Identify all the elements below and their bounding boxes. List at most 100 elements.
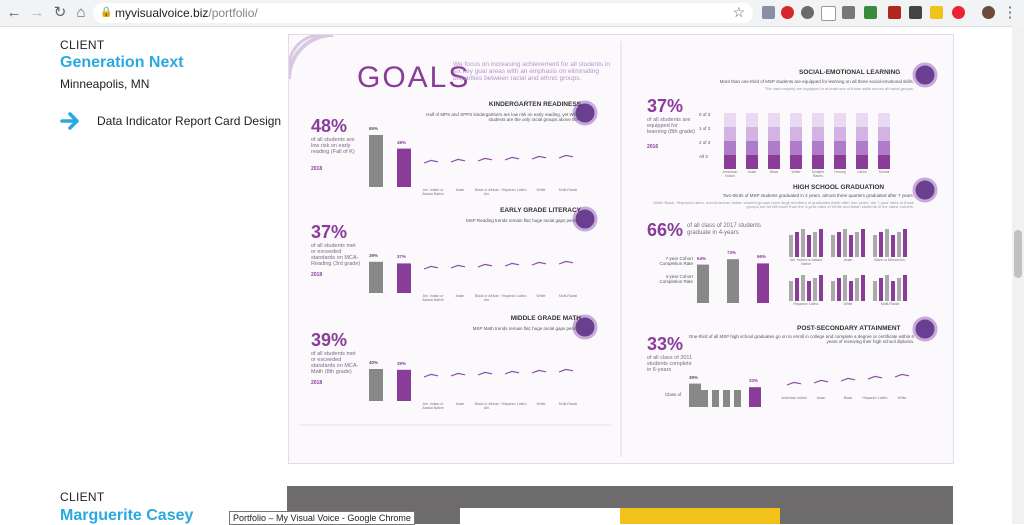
group-label: Asian [455,402,465,406]
report-card-poster[interactable]: GOALS We focus on increasing achievement … [288,34,954,464]
mini-bar [837,232,841,257]
bar [689,383,701,407]
stack-seg [856,141,868,155]
trend-line [867,375,883,380]
mini-bar [789,235,793,257]
pinterest-icon[interactable] [781,6,794,19]
trend-line [504,370,520,375]
section-sub: More than one-third of MSP students are … [719,79,914,84]
scale-label: 2 of 3 [699,140,711,145]
section-year: 2018 [311,272,323,278]
trend-line [504,262,520,267]
page-scrollbar[interactable] [1012,26,1024,524]
project-title[interactable]: Data Indicator Report Card Design [97,114,282,128]
trend-line [423,265,439,270]
trend-line [450,264,466,269]
mini-bar [897,278,901,301]
stack-seg [746,155,758,169]
bar [712,390,719,407]
address-bar[interactable]: 🔒 myvisualvoice.biz/portfolio/ ☆ [93,3,753,23]
group-label: Multi-Racial [558,188,578,192]
pdf-icon[interactable] [888,6,901,19]
bar [369,261,383,293]
profile-avatar[interactable] [982,6,995,19]
group-label: Multiple Races [811,170,825,178]
classof-label: Class of [665,392,682,397]
client-name[interactable]: Generation Next [60,54,184,71]
section-sub: MSP Reading trends remain flat; huge rac… [466,218,581,223]
group-label: Hispanic/ Latino [501,402,527,406]
group-label: Multi-Racial [880,302,900,306]
home-icon[interactable]: ⌂ [76,4,86,21]
reload-icon[interactable]: ↻ [53,4,67,21]
bar-label: 33% [749,378,759,384]
trend-line [840,377,856,382]
back-icon[interactable]: ← [6,4,22,21]
group-label: Am. Indian or Alaska Native [422,402,444,410]
head-icon [912,62,938,88]
mini-bar [837,278,841,301]
section-desc: of all students met or exceeded standard… [311,243,361,268]
stack-seg [724,127,736,141]
mini-bar [807,235,811,257]
mini-bar [801,229,805,257]
preview-panel-white [460,508,620,524]
extension-icon-8[interactable] [909,6,922,19]
group-label: Asian [747,170,757,174]
stack-seg [790,113,802,127]
group-label: American Indian [722,170,738,178]
mini-bar [795,232,799,257]
url-domain: myvisualvoice.biz [115,6,209,20]
client-label-2: CLIENT [60,490,105,504]
extension-icon-6[interactable] [864,6,877,19]
bar-label: 39% [689,374,699,380]
group-label: Asian [455,294,465,298]
stack-seg [878,113,890,127]
url-text[interactable]: myvisualvoice.biz/portfolio/ [115,6,258,20]
book-icon [572,206,598,232]
menu-icon[interactable]: ⋮ [1002,4,1018,21]
stack-seg [724,155,736,169]
mini-bar [831,281,835,301]
stack-seg [856,113,868,127]
url-path: /portfolio/ [208,6,258,20]
scrollbar-thumb[interactable] [1014,230,1022,278]
stack-seg [768,155,780,169]
mini-bar [807,281,811,301]
trend-line [894,373,910,378]
group-label: Latino [857,170,867,174]
bar [749,387,761,407]
stack-seg [724,113,736,127]
extension-icon-9[interactable] [930,6,943,19]
extension-icon-5[interactable] [842,6,855,19]
forward-icon[interactable]: → [29,4,45,21]
trend-line [531,369,547,374]
client-name-2[interactable]: Marguerite Casey [60,507,194,524]
mini-bar [849,281,853,301]
extension-icon-4[interactable] [821,6,836,21]
extension-icon-1[interactable] [762,6,775,19]
mini-bar [819,229,823,257]
extension-icon-10[interactable] [952,6,965,19]
mini-bar [855,278,859,301]
rate-label: 7-year Cohort Completion Rate [659,256,693,266]
section-desc: of all class of 2011 students complete i… [647,355,693,374]
bar [397,263,411,293]
group-label: White [536,188,546,192]
bar-label: 65% [369,126,379,131]
stack-seg [724,141,736,155]
stack-seg [768,141,780,155]
mini-bar [879,232,883,257]
section-title: MIDDLE GRADE MATH [510,315,581,322]
group-label: Hispanic/ Latino [501,188,527,192]
mini-bar [885,275,889,301]
extension-icon-3[interactable] [801,6,814,19]
graduation-cap-icon [912,177,938,203]
scale-label: 1 of 3 [699,126,711,131]
stack-seg [746,141,758,155]
bookmark-star-icon[interactable]: ☆ [732,4,745,20]
bar [727,259,739,303]
group-label: Black [843,396,853,400]
section-sub: One-third of all MSP high school graduat… [688,334,914,344]
mini-bar [855,232,859,257]
